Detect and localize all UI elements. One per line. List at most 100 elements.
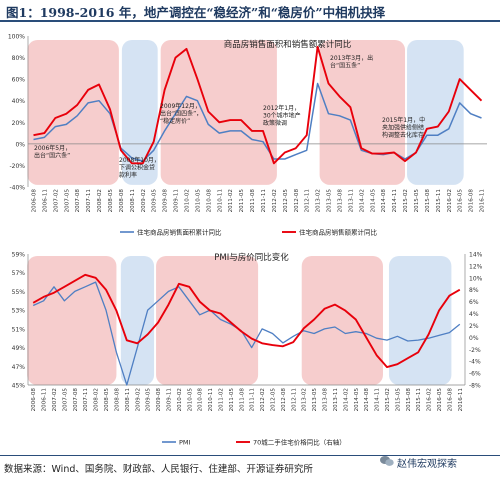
chart-2-right-tick-label: -4%	[469, 359, 481, 366]
chart-1-x-tick-label: 2013-08	[337, 189, 343, 213]
chart-1-x-tick-label: 2014-08	[381, 189, 387, 213]
chart-1-annotation: 2015年1月，中央加强供给侧结构调整去化库存	[382, 116, 425, 139]
chart-1-x-tick-label: 2010-02	[184, 189, 190, 212]
chart-2-right-tick-label: -8%	[469, 383, 481, 390]
shade-tightening-3	[319, 40, 406, 185]
chart-2-x-tick-label: 2016-08	[447, 388, 453, 412]
chart-1-y-tick-label: 100%	[8, 34, 25, 41]
chart-2-x-tick-label: 2007-02	[52, 388, 58, 411]
chart-1-annotation: 2009年12月，出台“国四条”，“稳定房价”	[160, 102, 202, 125]
chart-1-x-tick-label: 2015-02	[403, 189, 409, 212]
chart-1-y-tick-label: 80%	[12, 55, 26, 62]
chart-2-x-tick-label: 2006-08	[31, 388, 37, 412]
chart-2-title: PMI与房价同比变化	[214, 252, 289, 263]
watermark: 赵伟宏观探索	[380, 455, 457, 470]
chart-2-x-tick-label: 2010-02	[177, 388, 183, 411]
chart-2-left-tick-label: 51%	[12, 326, 26, 333]
chart-2-x-tick-label: 2006-11	[42, 388, 48, 412]
chart-2-x-tick-label: 2015-02	[385, 388, 391, 411]
chart-2-series-line-2	[32, 273, 461, 369]
chart-1-x-tick-label: 2010-11	[217, 189, 223, 213]
chart-2-x-tick-label: 2015-08	[406, 388, 412, 412]
chart-1-x-tick-label: 2014-05	[370, 189, 376, 213]
chart-2-pmi-house-price: PMI与房价同比变化 59% 57% 55% 53% 51% 49% 47% 45% 14% 12%…	[12, 252, 483, 447]
shade-easing-1	[121, 40, 158, 185]
chart-2-x-tick-label: 2014-02	[343, 388, 349, 411]
chart-2-x-tick-label: 2008-05	[104, 388, 110, 412]
chart-1-y-tick-label: -20%	[9, 163, 25, 170]
chart-2-right-tick-label: -6%	[469, 371, 481, 378]
chart-2-x-tick-label: 2008-02	[94, 388, 100, 411]
data-source: 数据来源：Wind、国务院、财政部、人民银行、住建部、开源证券研究所	[4, 464, 313, 475]
chart-2-left-tick-label: 53%	[12, 308, 26, 315]
chart-1-x-tick-label: 2007-05	[64, 189, 70, 213]
shade-easing-2	[388, 256, 452, 385]
chart-2-legend-label-1: PMI	[179, 439, 191, 447]
chart-1-x-tick-label: 2007-02	[53, 189, 59, 212]
chart-2-x-tick-label: 2007-05	[62, 388, 68, 412]
chart-1-x-tick-label: 2016-11	[480, 189, 486, 213]
chart-2-x-tick-label: 2015-05	[395, 388, 401, 412]
chart-1-y-tick-label: 20%	[12, 120, 26, 127]
chart-2-right-tick-label: -2%	[469, 347, 481, 354]
chart-1-x-tick-label: 2012-11	[305, 189, 311, 213]
chart-2-right-tick-label: 8%	[469, 287, 479, 294]
chart-2-x-tick-label: 2009-11	[166, 388, 172, 412]
chart-canvas: 商品房销售面积和销售额累计同比 100% 80% 60% 40% 20% 0% -20% -40…	[8, 34, 487, 447]
chart-1-x-tick-label: 2006-11	[42, 189, 48, 213]
chart-1-x-tick-label: 2014-02	[359, 189, 365, 212]
chart-1-annotation: 2006年5月，出台“国六条”	[34, 144, 71, 160]
wechat-icon	[380, 455, 394, 470]
chart-1-y-tick-label: 60%	[12, 77, 26, 84]
chart-1-y-tick-label: 0%	[15, 141, 25, 148]
chart-1-x-tick-label: 2010-08	[206, 189, 212, 213]
chart-1-x-tick-label: 2015-08	[425, 189, 431, 213]
chart-2-x-tick-label: 2016-05	[437, 388, 443, 412]
chart-1-y-tick-label: -40%	[9, 185, 25, 192]
chart-2-right-tick-label: 12%	[469, 263, 483, 270]
title-rule	[0, 20, 500, 22]
chart-1-x-tick-label: 2015-05	[414, 189, 420, 213]
chart-1-legend-label-2: 住宅商品房销售额累计同比	[299, 228, 378, 237]
chart-2-x-tick-label: 2013-02	[302, 388, 308, 411]
chart-1-x-tick-label: 2012-02	[272, 189, 278, 212]
shade-tightening-2	[160, 40, 277, 185]
chart-2-x-tick-label: 2009-02	[135, 388, 141, 411]
chart-2-right-tick-label: 10%	[469, 275, 483, 282]
chart-1-x-tick-label: 2008-02	[97, 189, 103, 212]
chart-2-right-tick-label: 6%	[469, 299, 479, 306]
shade-tightening-2	[156, 256, 259, 385]
chart-2-series-line-1	[32, 281, 461, 386]
chart-1-x-tick-label: 2013-02	[316, 189, 322, 212]
chart-2-x-tick-label: 2012-02	[260, 388, 266, 411]
watermark-text: 赵伟宏观探索	[397, 459, 457, 470]
page-title: 图1：1998-2016 年，地产调控在“稳经济”和“稳房价”中相机抉择	[6, 5, 386, 20]
chart-1-sales-growth: 商品房销售面积和销售额累计同比 100% 80% 60% 40% 20% 0% -20% -40…	[8, 34, 487, 237]
chart-2-x-tick-label: 2007-08	[73, 388, 79, 412]
chart-2-x-tick-label: 2014-05	[354, 388, 360, 412]
chart-1-x-tick-label: 2012-08	[294, 189, 300, 213]
chart-1-title: 商品房销售面积和销售额累计同比	[224, 39, 352, 50]
chart-2-x-tick-label: 2011-08	[239, 388, 245, 412]
chart-1-series-line-1	[33, 82, 482, 162]
chart-2-x-tick-label: 2011-11	[250, 388, 256, 412]
chart-2-x-tick-label: 2014-08	[364, 388, 370, 412]
chart-2-left-tick-label: 59%	[12, 252, 26, 259]
chart-2-x-tick-label: 2013-08	[323, 388, 329, 412]
chart-2-left-tick-label: 57%	[12, 270, 26, 277]
chart-1-x-tick-label: 2011-05	[239, 189, 245, 213]
chart-1-x-tick-label: 2010-05	[195, 189, 201, 213]
chart-1-x-tick-label: 2009-08	[163, 189, 169, 213]
chart-1-x-tick-label: 2009-05	[152, 189, 158, 213]
chart-2-x-tick-label: 2009-05	[146, 388, 152, 412]
chart-2-x-tick-label: 2016-11	[458, 388, 464, 412]
chart-1-x-tick-label: 2011-11	[261, 189, 267, 213]
chart-2-x-tick-label: 2015-11	[416, 388, 422, 412]
chart-2-x-tick-label: 2009-08	[156, 388, 162, 412]
chart-2-x-tick-label: 2012-08	[281, 388, 287, 412]
shade-easing-2	[407, 40, 464, 185]
chart-2-right-tick-label: 4%	[469, 311, 479, 318]
chart-2-x-tick-label: 2012-11	[291, 388, 297, 412]
chart-2-x-tick-label: 2011-02	[218, 388, 224, 411]
chart-2-x-tick-label: 2013-05	[312, 388, 318, 412]
